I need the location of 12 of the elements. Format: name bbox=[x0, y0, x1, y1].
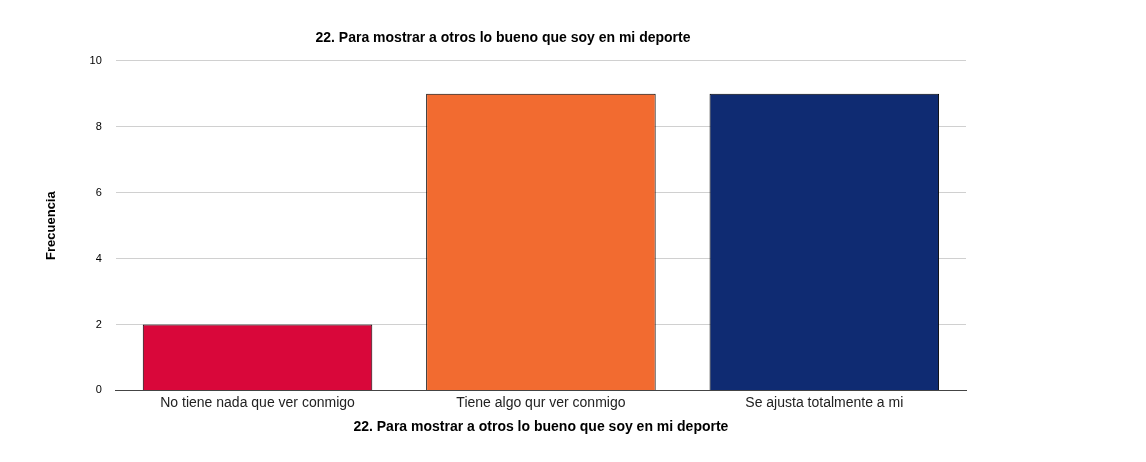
chart-title: 22. Para mostrar a otros lo bueno que soy en mi deporte bbox=[315, 29, 691, 46]
x-axis-title: 22. Para mostrar a otros lo bueno que soy en mi deporte bbox=[353, 418, 729, 435]
y-tick-label: 10 bbox=[89, 53, 102, 66]
x-tick-label: No tiene nada que ver conmigo bbox=[160, 393, 356, 410]
y-axis-title: Frecuencia bbox=[43, 190, 59, 260]
y-tick-label: 0 bbox=[95, 383, 102, 396]
y-tick-label: 4 bbox=[95, 251, 102, 264]
x-tick-label: Tiene algo qur ver conmigo bbox=[456, 393, 626, 410]
y-tick-label: 8 bbox=[95, 119, 102, 132]
x-tick-label: Se ajusta totalmente a mi bbox=[745, 393, 904, 410]
y-tick-label: 6 bbox=[95, 185, 102, 198]
y-tick-label: 2 bbox=[95, 317, 102, 330]
